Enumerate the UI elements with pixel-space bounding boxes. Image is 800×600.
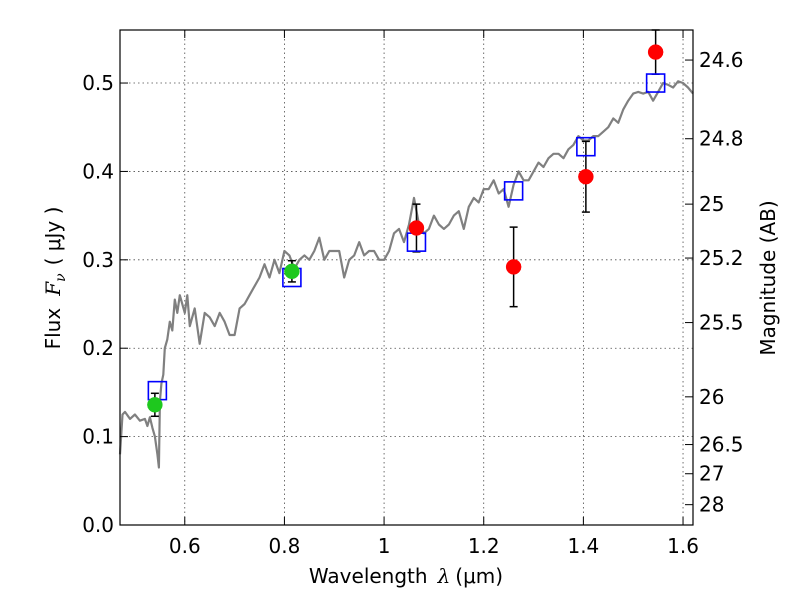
y2-tick-label: 25 <box>699 192 724 216</box>
x-tick-label: 1.2 <box>468 534 500 558</box>
x-axis-title: Wavelength λ (μm) <box>309 564 503 588</box>
grid <box>120 30 693 525</box>
y-tick-label: 0.5 <box>82 71 114 95</box>
model-band-square <box>147 380 168 401</box>
data-point <box>505 259 522 275</box>
model-spectrum-layer <box>118 80 694 469</box>
y2-tick-label: 25.5 <box>699 311 744 335</box>
marker-layer <box>147 44 666 413</box>
y2-tick-label: 26.5 <box>699 433 744 457</box>
x-tick-label: 1.6 <box>667 534 699 558</box>
y-tick-label: 0.0 <box>82 513 114 537</box>
y2-tick-label: 26 <box>699 385 724 409</box>
ticks: 0.6 0.8 1 1.2 1.4 1.6 0.0 0.1 0.2 0.3 0.4 0.5 24.6 24… <box>82 30 744 558</box>
data-point <box>408 220 425 236</box>
y-tick-label: 0.3 <box>82 248 114 272</box>
y2-axis-title: Magnitude (AB) <box>756 200 780 355</box>
y2-tick-label: 25.2 <box>699 246 744 270</box>
model-band-square <box>645 73 666 93</box>
x-tick-label: 1 <box>378 534 391 558</box>
y-tick-label: 0.2 <box>82 336 114 360</box>
y-tick-label: 0.1 <box>82 425 114 449</box>
y-tick-label: 0.4 <box>82 159 114 183</box>
y2-tick-label: 24.8 <box>699 127 744 151</box>
data-point <box>647 44 664 60</box>
data-point <box>284 263 300 280</box>
y-axis-title: FluxFν( μJy ) <box>41 207 69 350</box>
data-point <box>147 397 163 413</box>
x-tick-label: 0.8 <box>269 534 301 558</box>
model-spectrum-line <box>118 80 694 469</box>
data-point <box>578 168 594 185</box>
y2-tick-label: 28 <box>699 493 724 517</box>
errorbar-layer <box>150 29 660 418</box>
x-tick-label: 1.4 <box>567 534 599 558</box>
plot-frame <box>119 29 694 526</box>
y2-tick-label: 24.6 <box>699 48 744 72</box>
y2-tick-label: 27 <box>699 462 724 486</box>
model-band-square <box>503 181 524 201</box>
model-band-square <box>576 136 596 157</box>
x-tick-label: 0.6 <box>169 534 201 558</box>
